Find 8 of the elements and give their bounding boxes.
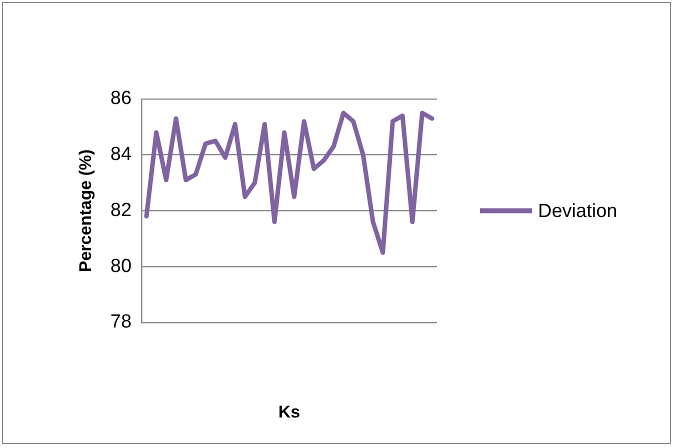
legend-label: Deviation xyxy=(538,200,618,222)
y-tick-label: 78 xyxy=(110,312,132,333)
y-axis-title: Percentage (%) xyxy=(76,149,95,272)
y-tick-label: 82 xyxy=(110,200,132,221)
y-tick-label: 84 xyxy=(110,144,132,166)
y-tick-label: 80 xyxy=(110,256,132,277)
x-axis-title: Ks xyxy=(278,402,300,422)
y-tick-label: 86 xyxy=(110,88,132,110)
